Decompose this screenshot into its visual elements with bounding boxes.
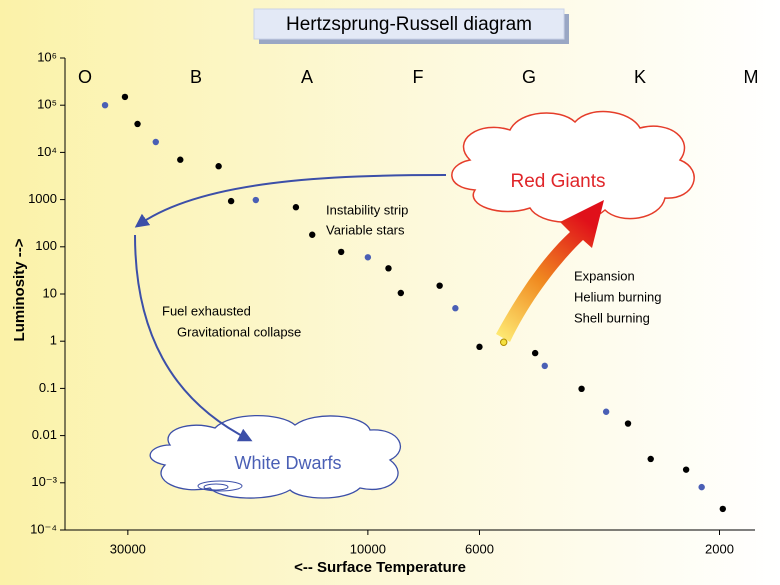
spectral-class: A bbox=[301, 67, 313, 87]
point bbox=[177, 156, 184, 163]
point bbox=[602, 408, 610, 415]
point bbox=[698, 483, 705, 491]
white-dwarfs-label: White Dwarfs bbox=[234, 453, 341, 473]
y-tick-label: 10 bbox=[43, 285, 57, 300]
spectral-class: K bbox=[634, 67, 646, 87]
point bbox=[252, 196, 260, 204]
y-tick-label: 10⁵ bbox=[37, 97, 57, 112]
x-tick-label: 6000 bbox=[465, 541, 494, 556]
point bbox=[101, 102, 109, 109]
point bbox=[397, 289, 405, 297]
spectral-class: O bbox=[78, 67, 92, 87]
point bbox=[541, 362, 548, 370]
point bbox=[227, 197, 235, 205]
point bbox=[121, 93, 129, 101]
spectral-class: G bbox=[522, 67, 536, 87]
y-tick-label: 100 bbox=[35, 238, 57, 253]
y-tick-label: 10⁶ bbox=[37, 49, 57, 64]
annotation: Shell burning bbox=[574, 310, 650, 325]
annotation: Variable stars bbox=[326, 222, 405, 237]
x-tick-label: 10000 bbox=[350, 541, 386, 556]
red-giants-label: Red Giants bbox=[510, 171, 605, 192]
arrow bbox=[134, 234, 253, 442]
expansion-arrow bbox=[496, 200, 604, 342]
point bbox=[309, 231, 316, 238]
x-axis-label: <-- Surface Temperature bbox=[294, 559, 466, 576]
white-dwarfs-cloud bbox=[149, 414, 402, 499]
y-tick-label: 10⁻³ bbox=[31, 474, 57, 489]
y-tick-label: 1000 bbox=[28, 191, 57, 206]
y-tick-label: 0.1 bbox=[39, 380, 57, 395]
point bbox=[624, 420, 632, 427]
point bbox=[647, 455, 654, 463]
y-tick-label: 0.01 bbox=[32, 427, 57, 442]
point bbox=[531, 349, 539, 357]
point bbox=[364, 254, 372, 261]
point bbox=[719, 505, 726, 513]
point bbox=[452, 305, 459, 312]
point bbox=[152, 138, 159, 146]
y-tick-label: 10⁻⁴ bbox=[30, 521, 57, 536]
point bbox=[385, 265, 392, 272]
point bbox=[578, 385, 585, 393]
point bbox=[134, 120, 141, 128]
annotation: Gravitational collapse bbox=[177, 324, 301, 339]
point bbox=[337, 248, 345, 256]
spectral-class: M bbox=[744, 67, 759, 87]
x-tick-label: 2000 bbox=[705, 541, 734, 556]
title-box bbox=[253, 8, 565, 40]
swirl bbox=[203, 483, 229, 491]
point bbox=[682, 466, 690, 473]
red-giants-cloud bbox=[451, 110, 695, 223]
point bbox=[500, 338, 508, 346]
annotation: Fuel exhausted bbox=[162, 303, 251, 318]
annotation: Instability strip bbox=[326, 202, 408, 217]
spectral-class: B bbox=[190, 67, 202, 87]
chart-title: Hertzsprung-Russell diagram bbox=[286, 14, 532, 35]
point bbox=[476, 343, 483, 351]
point bbox=[292, 204, 300, 211]
x-tick-label: 30000 bbox=[110, 541, 146, 556]
annotation: Expansion bbox=[574, 268, 635, 283]
y-tick-label: 10⁴ bbox=[37, 144, 57, 159]
y-tick-label: 1 bbox=[50, 333, 57, 348]
arrow bbox=[134, 174, 447, 228]
annotation: Helium burning bbox=[574, 289, 661, 304]
point bbox=[215, 163, 222, 170]
point bbox=[436, 282, 443, 289]
y-axis-label: Luminosity --> bbox=[11, 238, 28, 341]
spectral-class: F bbox=[413, 67, 424, 87]
swirl bbox=[197, 480, 243, 492]
